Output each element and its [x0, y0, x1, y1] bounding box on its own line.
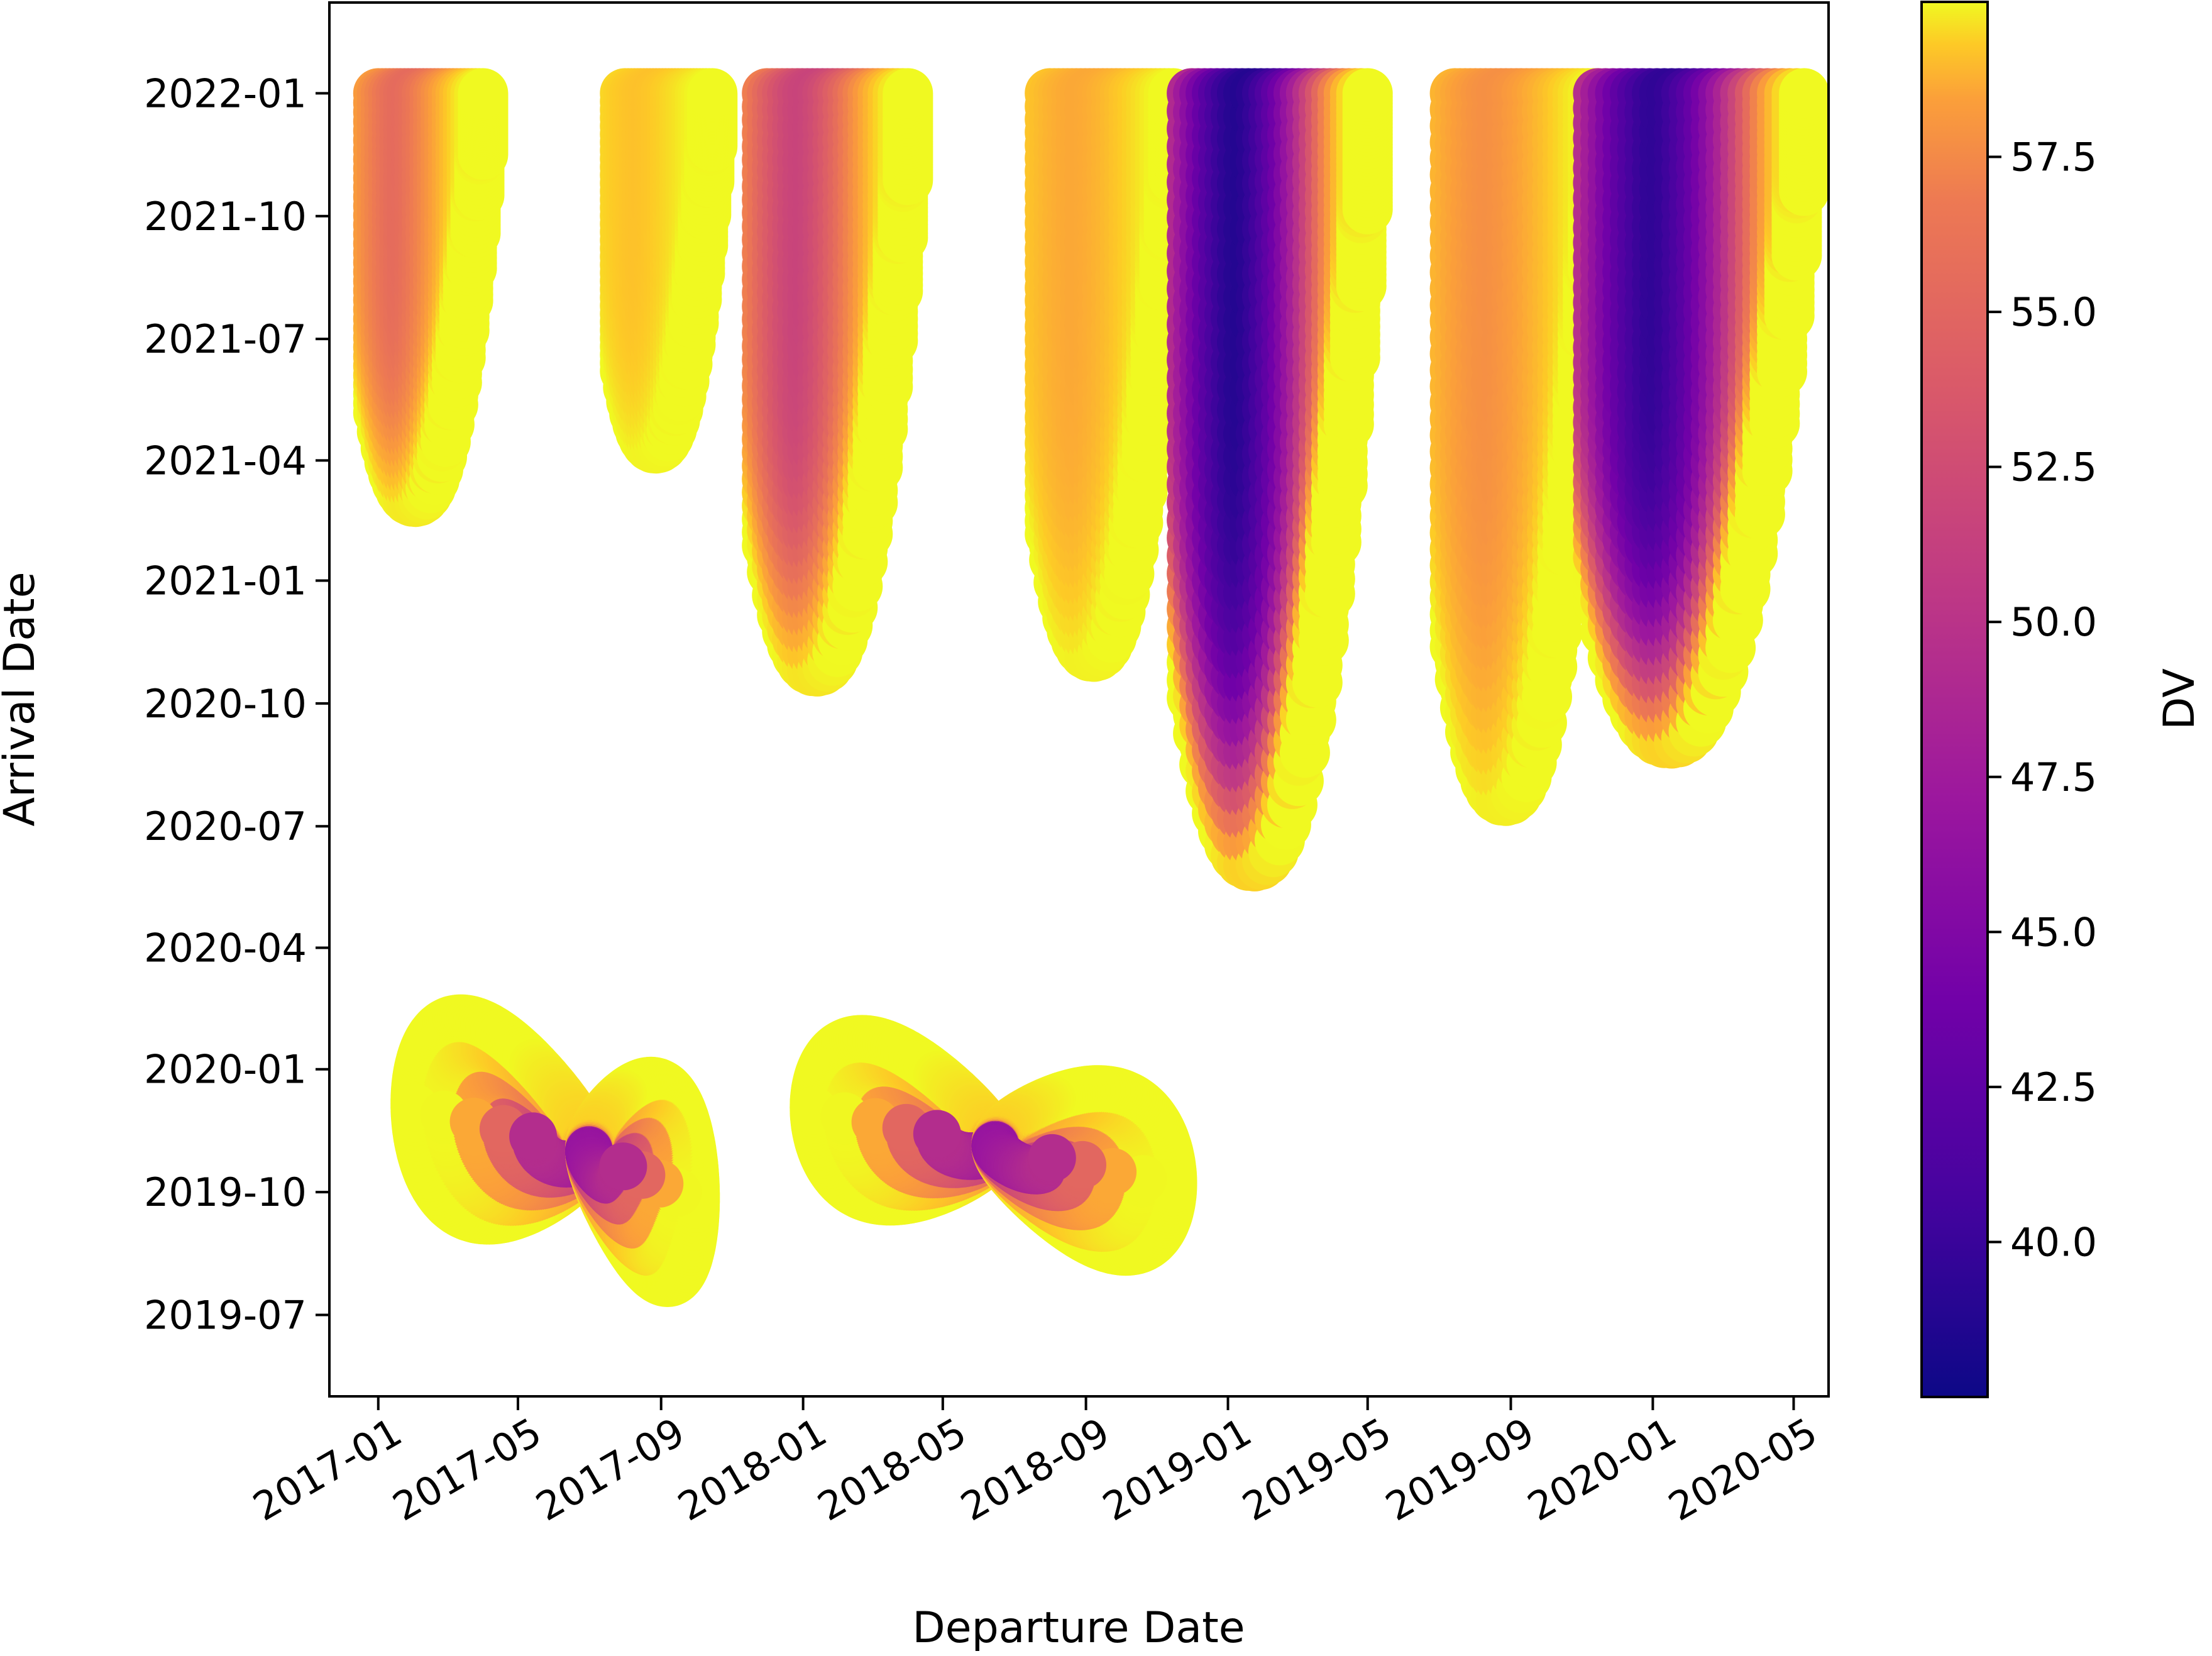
plume-region-2: [600, 68, 738, 474]
plume-region-5: [1167, 68, 1393, 891]
scatter-point: [883, 68, 933, 119]
scatter-point: [458, 68, 509, 119]
plume-region-1: [353, 68, 509, 527]
scatter-point: [687, 68, 738, 119]
scatter-points: [353, 68, 1829, 1307]
plume-region-3: [742, 68, 933, 697]
